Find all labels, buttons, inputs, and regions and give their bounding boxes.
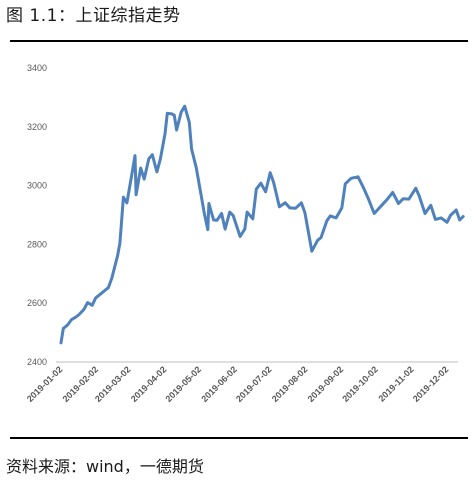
y-tick-labels: 2400 2600 2800 3000 3200 3400 — [27, 63, 47, 367]
x-tick-label: 2019-11-02 — [376, 364, 415, 403]
y-tick-label: 2800 — [27, 239, 47, 249]
y-tick-label: 3400 — [27, 63, 47, 73]
y-tick-label: 2400 — [27, 357, 47, 367]
x-tick-label: 2019-06-02 — [199, 364, 239, 404]
x-tick-label: 2019-05-02 — [163, 364, 203, 404]
x-tick-label: 2019-12-02 — [411, 364, 451, 404]
x-tick-label: 2019-08-02 — [270, 364, 310, 404]
y-tick-label: 3000 — [27, 181, 47, 191]
series-line-shanghai-composite — [59, 104, 465, 345]
top-rule — [10, 40, 468, 42]
x-tick-label: 2019-09-02 — [306, 364, 346, 404]
x-tick-label: 2019-04-02 — [129, 364, 169, 404]
x-tick-label: 2019-01-02 — [25, 364, 65, 404]
figure-title: 图 1.1：上证综指走势 — [6, 6, 181, 26]
bottom-rule — [10, 437, 468, 439]
x-tick-labels: 2019-01-022019-02-022019-03-022019-04-02… — [25, 364, 451, 404]
x-tick-label: 2019-07-02 — [234, 364, 274, 404]
source-note: 资料来源：wind，一德期货 — [6, 457, 204, 476]
y-tick-label: 3200 — [27, 122, 47, 132]
y-tick-label: 2600 — [27, 298, 47, 308]
x-tick-label: 2019-10-02 — [340, 364, 380, 404]
